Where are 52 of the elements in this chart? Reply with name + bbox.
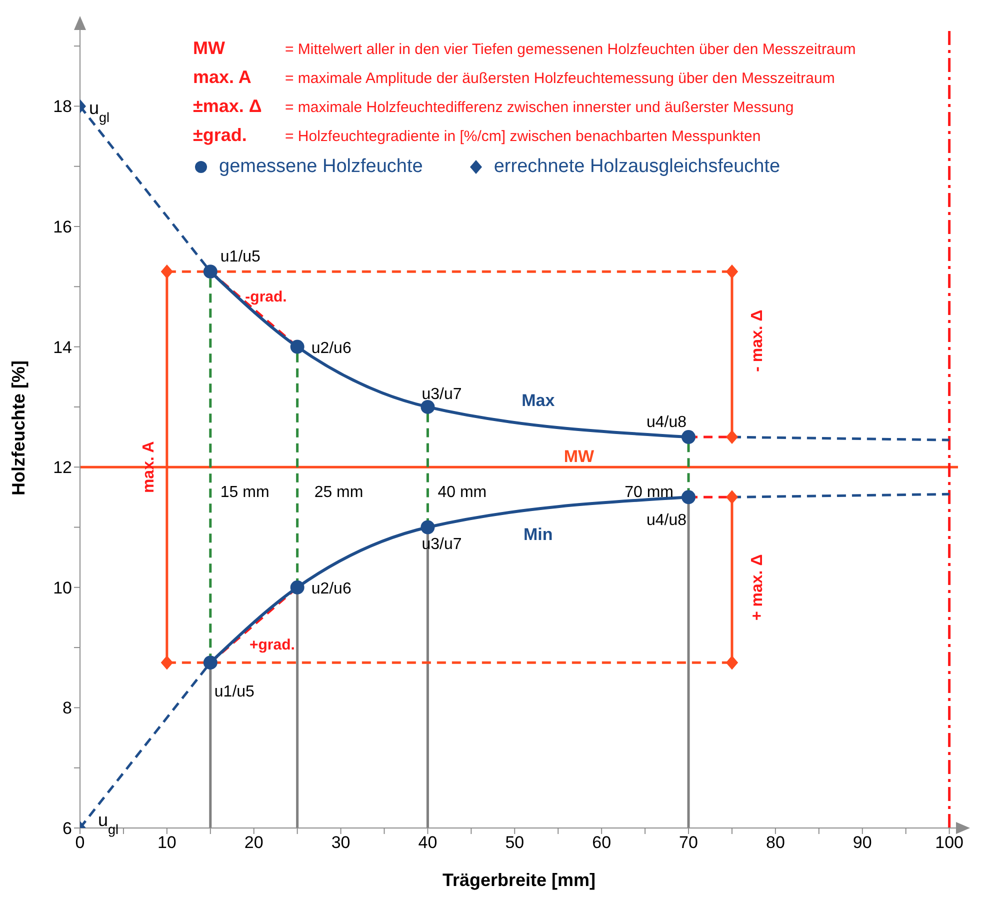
x-tick-label: 50 [505, 833, 524, 852]
annotation: 70 mm [624, 484, 674, 502]
x-tick-label: 80 [766, 833, 785, 852]
annotation: +grad. [250, 636, 295, 654]
x-axis-title: Trägerbreite [mm] [442, 870, 596, 890]
legend-label: errechnete Holzausgleichsfeuchte [494, 156, 780, 178]
y-tick-label: 14 [53, 338, 72, 357]
x-tick-label: 30 [331, 833, 350, 852]
x-tick-label: 0 [75, 833, 85, 852]
annotation: u1/u5 [220, 248, 261, 266]
annotation: ±grad. [193, 125, 248, 146]
x-tick-label: 100 [935, 833, 964, 852]
annotation: MW [193, 38, 226, 59]
annotation: u4/u8 [646, 414, 687, 432]
annotation: u4/u8 [646, 512, 687, 530]
x-tick-label: 20 [244, 833, 264, 852]
annotation: u2/u6 [311, 340, 352, 357]
annotation: - max. Δ [749, 310, 766, 372]
annotation: -grad. [245, 288, 287, 306]
annotation: = maximale Amplitude der äußersten Holzfeuchtemessung über den Messzeitraum [285, 70, 835, 87]
series-label: Min [523, 525, 553, 544]
y-axis-title: Holzfeuchte [%] [8, 360, 28, 496]
y-tick-label: 18 [53, 97, 72, 116]
x-tick-label: 10 [157, 833, 176, 852]
x-tick-label: 70 [679, 833, 698, 852]
annotation: u$_{gl}$ [98, 810, 119, 836]
series-label: Max [522, 390, 556, 410]
annotation: = Holzfeuchtegradiente in [%/cm] zwischen benachbarten Messpunkten [285, 128, 761, 145]
x-tick-label: 90 [852, 833, 872, 852]
x-tick-label: 40 [418, 833, 438, 852]
y-tick-label: 8 [62, 698, 72, 718]
annotation: u1/u5 [214, 684, 255, 701]
y-tick-label: 6 [62, 819, 72, 838]
legend-label: gemessene Holzfeuchte [219, 156, 423, 178]
annotation: = maximale Holzfeuchtedifferenz zwischen innerster und äußerster Messung [285, 99, 794, 116]
annotation: max. A [193, 67, 252, 88]
annotation: 40 mm [438, 484, 487, 502]
x-tick-label: 60 [592, 833, 612, 852]
y-tick-label: 16 [53, 218, 72, 237]
y-tick-label: 12 [53, 458, 72, 478]
annotation: u2/u6 [311, 580, 352, 598]
annotation: + max. Δ [749, 554, 766, 620]
annotation: ±max. Δ [193, 96, 263, 117]
annotation: u$_{gl}$ [89, 98, 110, 125]
annotation: 25 mm [314, 484, 364, 502]
ref-line-label: MW [564, 447, 596, 466]
annotation: u3/u7 [422, 536, 462, 554]
annotation: max. A [140, 440, 158, 494]
annotation: 15 mm [220, 484, 270, 502]
annotation: = Mittelwert aller in den vier Tiefen gemessenen Holzfeuchten über den Messzeitraum [285, 41, 856, 58]
y-tick-label: 10 [53, 578, 72, 598]
annotation: u3/u7 [422, 386, 462, 403]
